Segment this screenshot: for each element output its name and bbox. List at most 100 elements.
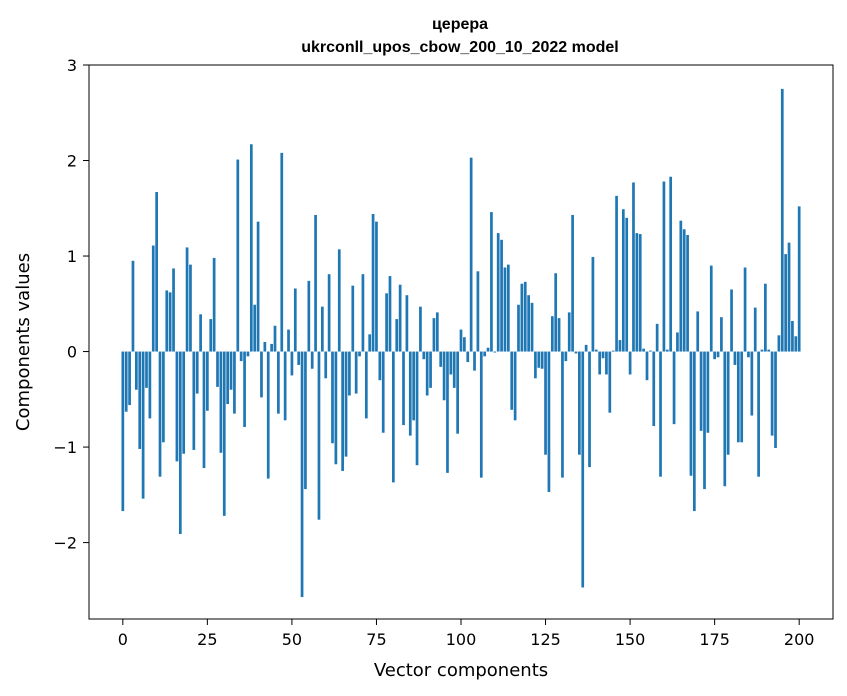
bar xyxy=(649,350,652,352)
bar xyxy=(608,351,612,413)
bar xyxy=(571,214,574,352)
bar xyxy=(270,343,273,352)
bar xyxy=(665,349,669,352)
bar xyxy=(402,351,405,426)
bar xyxy=(283,351,287,421)
bar xyxy=(364,351,368,419)
bar xyxy=(385,293,388,352)
bar xyxy=(682,229,686,352)
bar xyxy=(219,351,223,453)
bar xyxy=(429,351,432,388)
bar xyxy=(581,351,585,588)
bar xyxy=(348,351,351,396)
bar xyxy=(290,351,294,376)
chart-title-line-1: церера xyxy=(432,16,488,33)
bar xyxy=(473,351,476,371)
bar xyxy=(354,351,358,394)
bar xyxy=(523,281,527,352)
bar xyxy=(263,342,267,352)
bar xyxy=(446,351,449,473)
y-tick-label: −1 xyxy=(53,438,77,457)
bar xyxy=(483,351,487,357)
bar xyxy=(138,351,142,449)
bar xyxy=(530,302,534,352)
bar xyxy=(310,351,314,369)
bar xyxy=(537,351,541,368)
x-tick-label: 150 xyxy=(615,630,646,649)
x-tick-label: 75 xyxy=(366,630,386,649)
y-tick-label: 1 xyxy=(67,247,77,266)
bar xyxy=(233,351,236,414)
bar xyxy=(432,318,436,352)
bar xyxy=(371,214,375,352)
bar xyxy=(780,88,784,352)
bar xyxy=(148,351,152,419)
bar xyxy=(730,289,733,352)
bar xyxy=(632,182,635,352)
x-axis-label: Vector components xyxy=(374,660,548,681)
bar xyxy=(743,267,747,352)
bar xyxy=(463,337,466,352)
y-tick-label: −2 xyxy=(53,534,77,553)
bar xyxy=(165,290,169,352)
x-tick-label: 25 xyxy=(197,630,217,649)
bar xyxy=(260,351,263,398)
bar xyxy=(696,311,700,352)
bar xyxy=(331,351,334,444)
bar xyxy=(713,351,716,360)
bar xyxy=(490,212,493,352)
bar xyxy=(449,351,453,375)
bar xyxy=(659,351,662,477)
bar xyxy=(591,256,595,352)
bar xyxy=(747,351,750,358)
bar xyxy=(226,351,230,405)
bar xyxy=(398,284,402,352)
bar xyxy=(621,209,625,352)
bar xyxy=(513,351,517,421)
x-tick-label: 175 xyxy=(699,630,730,649)
bar xyxy=(192,351,196,450)
bar xyxy=(131,260,135,352)
bar xyxy=(588,351,591,468)
bar xyxy=(280,152,284,352)
bar xyxy=(760,349,764,352)
bar xyxy=(578,351,581,455)
bar xyxy=(317,351,321,520)
bar xyxy=(121,351,125,512)
bar xyxy=(195,351,199,394)
bar xyxy=(124,351,128,412)
bar xyxy=(493,351,497,353)
bar xyxy=(212,257,216,352)
bar xyxy=(720,317,723,352)
bar xyxy=(239,351,243,362)
bar xyxy=(314,214,317,352)
x-tick-label: 50 xyxy=(282,630,302,649)
bar xyxy=(466,351,470,363)
bar xyxy=(540,351,544,369)
bar xyxy=(500,239,503,352)
bar xyxy=(706,351,710,433)
bar xyxy=(452,351,456,388)
bar xyxy=(375,221,378,352)
bar xyxy=(287,329,290,352)
bar xyxy=(753,307,757,352)
x-tick-label: 200 xyxy=(784,630,815,649)
bar xyxy=(202,351,206,469)
bar xyxy=(655,323,659,352)
bar xyxy=(689,351,693,476)
bar xyxy=(598,351,602,375)
bar xyxy=(638,234,642,352)
bar xyxy=(479,351,483,478)
bar xyxy=(145,351,148,388)
bar xyxy=(561,351,564,478)
bar xyxy=(534,351,537,379)
bar xyxy=(770,351,774,436)
bar xyxy=(134,351,138,390)
x-axis-ticks: 0 25 50 75 100 125 150 175 200 xyxy=(118,619,815,649)
bar xyxy=(774,351,777,449)
bar xyxy=(635,233,639,352)
bar xyxy=(550,316,554,352)
bar xyxy=(557,318,561,352)
bar xyxy=(243,351,246,428)
bar xyxy=(469,157,473,352)
